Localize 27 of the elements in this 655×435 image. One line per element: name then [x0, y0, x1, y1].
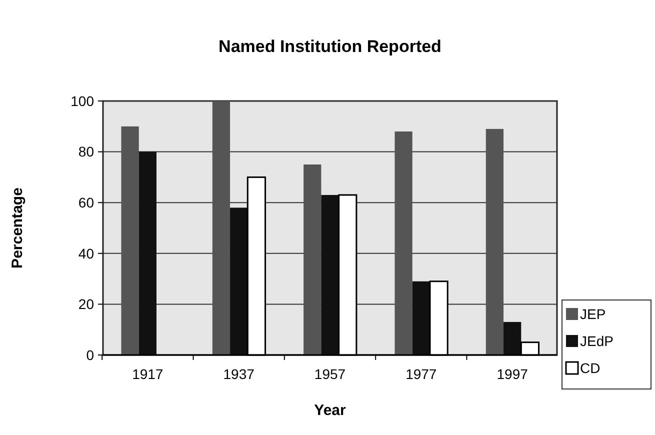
y-tick-label: 20 [78, 296, 94, 312]
y-tick-label: 40 [78, 245, 94, 262]
legend-label: JEP [580, 306, 606, 322]
bar [394, 131, 412, 355]
bar [412, 281, 430, 355]
x-tick-label: 1937 [223, 366, 255, 382]
bar [321, 194, 339, 355]
x-tick-label: 1957 [314, 366, 346, 382]
bar [230, 208, 248, 355]
bar [121, 126, 139, 355]
bar [486, 128, 504, 355]
x-tick-label: 1977 [406, 366, 437, 382]
y-tick-label: 60 [78, 194, 94, 210]
y-axis-title: Percentage [9, 188, 26, 268]
y-tick-label: 0 [86, 346, 94, 363]
legend-label: JEdP [580, 333, 614, 349]
chart-title: Named Institution Reported [218, 37, 442, 56]
bar [304, 164, 322, 355]
bar [212, 101, 230, 355]
legend-label: CD [580, 360, 600, 376]
y-tick-label: 100 [70, 92, 94, 109]
bar [504, 322, 522, 355]
y-tick-label: 80 [78, 144, 94, 160]
x-tick-label: 1917 [132, 366, 164, 382]
bar [138, 152, 156, 355]
x-tick-label: 1997 [496, 366, 528, 382]
x-axis-title: Year [314, 402, 346, 419]
